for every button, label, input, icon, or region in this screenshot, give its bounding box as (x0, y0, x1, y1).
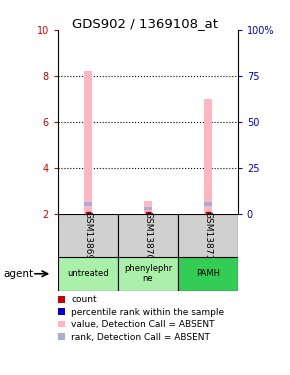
Bar (58, 257, 118, 291)
Bar (118, 257, 178, 291)
Bar (178, 214, 238, 257)
Text: agent: agent (3, 269, 33, 279)
Bar (84, 71, 92, 214)
Text: phenylephr
ne: phenylephr ne (124, 264, 172, 284)
Bar (118, 214, 178, 257)
Text: GSM13870: GSM13870 (143, 211, 153, 260)
Text: rank, Detection Call = ABSENT: rank, Detection Call = ABSENT (71, 333, 210, 342)
Text: PAMH: PAMH (196, 269, 220, 278)
Bar (178, 257, 238, 291)
Bar (58, 214, 118, 257)
Text: GSM13871: GSM13871 (203, 211, 212, 260)
Text: percentile rank within the sample: percentile rank within the sample (71, 308, 224, 317)
Bar (144, 201, 152, 214)
Bar (204, 202, 212, 206)
Bar (84, 202, 92, 206)
Text: value, Detection Call = ABSENT: value, Detection Call = ABSENT (71, 320, 215, 329)
Text: GSM13869: GSM13869 (84, 211, 93, 260)
Text: GDS902 / 1369108_at: GDS902 / 1369108_at (72, 17, 218, 30)
Text: untreated: untreated (67, 269, 109, 278)
Bar (144, 207, 152, 210)
Text: count: count (71, 296, 97, 304)
Bar (204, 99, 212, 214)
